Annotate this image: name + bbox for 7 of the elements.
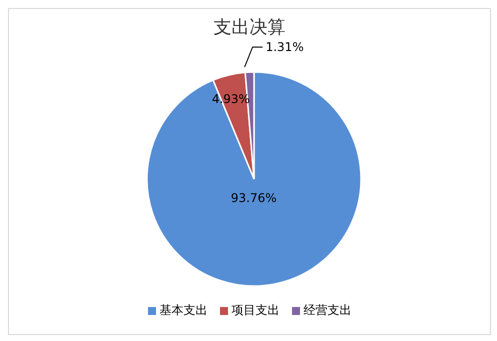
legend-label: 基本支出 bbox=[160, 302, 208, 319]
legend-label: 项目支出 bbox=[232, 302, 280, 319]
data-label: 1.31% bbox=[266, 40, 304, 54]
data-label: 93.76% bbox=[230, 191, 277, 206]
pie-slice bbox=[146, 71, 362, 287]
legend-label: 经营支出 bbox=[304, 302, 352, 319]
chart-title: 支出决算 bbox=[212, 16, 286, 39]
